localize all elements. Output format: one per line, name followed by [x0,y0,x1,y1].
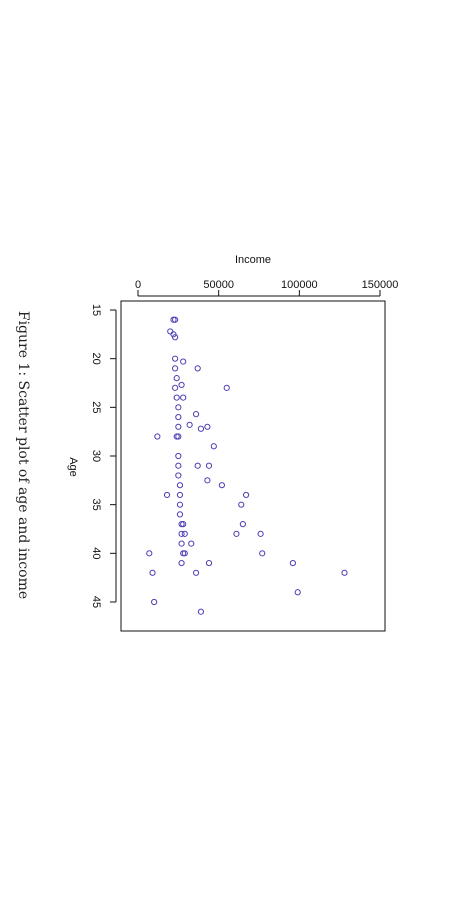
y-tick-label: 30 [90,450,102,462]
data-point [192,569,200,576]
data-point [242,491,250,499]
data-point [175,452,182,460]
data-point [151,598,158,606]
data-point [192,411,200,418]
data-point [205,462,213,469]
data-point [181,550,188,557]
data-point [188,540,195,547]
data-point [341,569,348,576]
data-point [175,462,182,469]
x-tick-label: 50000 [203,279,234,291]
data-point [205,559,213,567]
data-point [154,433,161,440]
y-tick-label: 15 [90,304,102,316]
data-point [175,413,182,421]
data-point [176,482,184,489]
y-axis-title: Age [67,457,79,477]
data-point [176,501,184,508]
data-point [239,521,246,528]
y-tick-label: 20 [90,353,102,365]
data-point [181,530,188,537]
y-tick-label: 25 [90,401,102,413]
data-point [238,501,245,508]
x-axis: 0 50000 100000 150000 [135,279,399,297]
data-point [175,423,182,430]
data-point [294,589,301,596]
data-point [233,530,240,537]
data-point [149,569,156,576]
data-point [210,443,217,450]
data-point [178,381,185,389]
data-point [194,462,201,469]
plot-frame [120,300,386,632]
data-point [259,550,266,557]
data-point [172,355,179,362]
data-point [223,384,230,391]
data-point [173,375,180,382]
x-axis-title: Income [235,254,271,266]
data-point [146,550,153,557]
data-point [173,394,180,401]
x-tick-label: 150000 [362,279,399,291]
data-point [197,608,205,615]
data-point [178,530,185,537]
data-point [197,425,205,432]
y-tick-label: 40 [90,547,102,559]
data-point [175,404,182,411]
data-point [289,559,296,567]
x-tick-label: 0 [135,279,141,291]
data-point [180,521,187,528]
data-point [172,316,179,323]
y-axis: 15 20 25 30 35 40 45 [90,304,117,608]
data-point [218,482,225,489]
y-tick-label: 45 [90,596,102,608]
data-point [175,433,182,440]
data-point [178,559,185,567]
data-point [172,334,179,341]
data-point [194,365,201,372]
data-point [180,358,187,365]
data-point [163,491,171,499]
data-point [186,421,193,428]
data-points [146,316,348,615]
data-point [172,365,179,372]
data-point [176,491,184,499]
data-point [257,530,264,537]
data-point [176,511,184,518]
data-point [204,477,211,484]
y-tick-label: 35 [90,499,102,511]
figure-caption: Figure 1: Scatter plot of age and income [15,311,31,599]
x-tick-label: 100000 [281,279,318,291]
data-point [178,540,185,547]
data-point [172,384,179,391]
data-point [175,472,182,479]
data-point [180,394,187,401]
data-point [204,423,211,430]
